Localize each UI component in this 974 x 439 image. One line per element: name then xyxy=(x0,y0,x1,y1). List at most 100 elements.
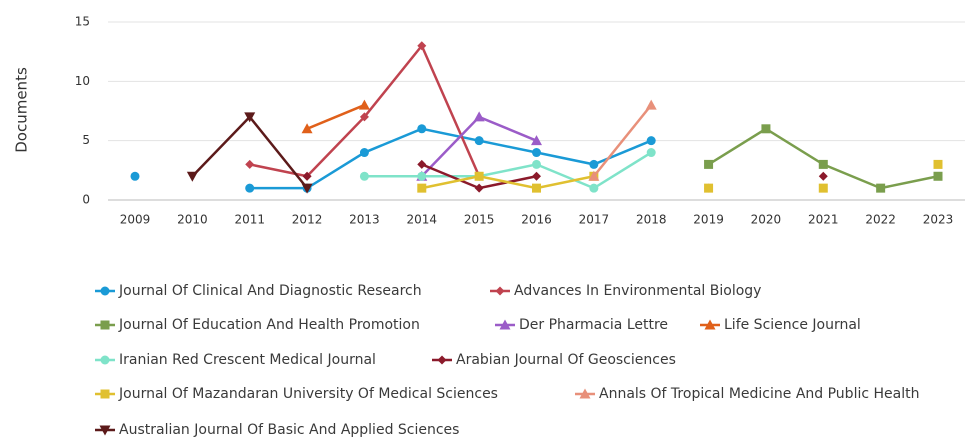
point xyxy=(437,355,447,365)
point xyxy=(933,159,943,169)
point xyxy=(473,111,485,122)
point xyxy=(818,183,828,193)
legend-label: Iranian Red Crescent Medical Journal xyxy=(119,352,376,368)
point xyxy=(474,183,484,193)
point xyxy=(186,171,198,182)
legend-label: Australian Journal Of Basic And Applied … xyxy=(119,422,459,438)
x-tick-label: 2016 xyxy=(521,213,552,227)
legend-item: Annals Of Tropical Medicine And Public H… xyxy=(575,386,919,402)
series xyxy=(359,148,656,193)
series xyxy=(245,41,484,181)
y-tick-label: 0 xyxy=(82,193,90,207)
legend-label: Journal Of Mazandaran University Of Medi… xyxy=(118,386,498,402)
legend-item: Journal Of Education And Health Promotio… xyxy=(95,317,420,333)
point xyxy=(302,171,312,181)
legend-item: Journal Of Clinical And Diagnostic Resea… xyxy=(95,283,422,299)
point xyxy=(474,171,484,181)
series xyxy=(417,159,943,193)
legend-item: Australian Journal Of Basic And Applied … xyxy=(95,422,459,438)
point xyxy=(245,183,255,193)
point xyxy=(588,170,600,181)
legend-label: Journal Of Education And Health Promotio… xyxy=(118,317,420,333)
series-line xyxy=(421,174,595,190)
y-tick-label: 10 xyxy=(75,74,90,88)
series-line xyxy=(592,104,653,178)
point xyxy=(646,148,656,158)
series xyxy=(130,124,656,193)
x-tick-label: 2013 xyxy=(349,213,380,227)
point xyxy=(245,159,255,169)
point xyxy=(933,171,943,181)
point xyxy=(646,136,656,146)
point xyxy=(704,319,716,330)
legend-item: Life Science Journal xyxy=(700,317,861,333)
series xyxy=(186,112,313,194)
legend-label: Arabian Journal Of Geosciences xyxy=(456,352,676,368)
x-tick-label: 2014 xyxy=(407,213,438,227)
point xyxy=(417,171,427,181)
point xyxy=(417,159,427,169)
point xyxy=(818,171,828,181)
point xyxy=(359,171,369,181)
point xyxy=(495,286,505,296)
point xyxy=(301,123,313,134)
legend-label: Advances In Environmental Biology xyxy=(514,283,761,299)
point xyxy=(417,124,427,134)
point xyxy=(130,171,140,181)
point xyxy=(589,159,599,169)
point xyxy=(532,171,541,181)
point xyxy=(474,136,484,146)
x-tick-label: 2015 xyxy=(464,213,495,227)
point xyxy=(532,148,541,158)
series xyxy=(704,124,943,193)
point xyxy=(876,183,886,193)
legend-item: Iranian Red Crescent Medical Journal xyxy=(95,352,376,368)
point xyxy=(589,183,599,193)
legend-item: Advances In Environmental Biology xyxy=(490,283,761,299)
series-line xyxy=(191,115,309,189)
point xyxy=(100,389,110,399)
legend-label: Der Pharmacia Lettre xyxy=(519,317,668,333)
y-tick-label: 15 xyxy=(75,15,90,29)
x-tick-label: 2009 xyxy=(120,213,151,227)
legend-item: Journal Of Mazandaran University Of Medi… xyxy=(95,386,498,402)
point xyxy=(99,425,111,436)
point xyxy=(417,183,427,193)
point xyxy=(359,112,369,122)
point xyxy=(645,99,657,110)
point xyxy=(100,286,110,296)
x-tick-label: 2021 xyxy=(808,213,839,227)
series-line xyxy=(364,151,652,190)
point xyxy=(499,319,511,330)
x-tick-label: 2020 xyxy=(751,213,782,227)
series xyxy=(301,99,370,134)
point xyxy=(532,183,541,193)
point xyxy=(359,148,369,158)
point xyxy=(761,124,771,134)
x-tick-label: 2023 xyxy=(923,213,954,227)
series xyxy=(588,99,657,181)
point xyxy=(100,355,110,365)
point xyxy=(818,159,828,169)
legend-item: Arabian Journal Of Geosciences xyxy=(432,352,676,368)
point xyxy=(704,183,714,193)
point xyxy=(358,99,370,110)
point xyxy=(100,320,110,330)
x-tick-label: 2017 xyxy=(579,213,610,227)
legend-item: Der Pharmacia Lettre xyxy=(495,317,668,333)
legend-label: Life Science Journal xyxy=(724,317,861,333)
series-line xyxy=(249,127,652,190)
y-tick-label: 5 xyxy=(82,133,90,147)
legend-label: Journal Of Clinical And Diagnostic Resea… xyxy=(118,283,422,299)
point xyxy=(301,183,313,194)
point xyxy=(244,112,256,123)
x-tick-label: 2011 xyxy=(234,213,265,227)
y-axis-label: Documents xyxy=(13,67,31,153)
point xyxy=(417,41,427,51)
x-tick-label: 2010 xyxy=(177,213,208,227)
point xyxy=(532,159,541,169)
x-tick-label: 2012 xyxy=(292,213,323,227)
x-tick-label: 2019 xyxy=(693,213,724,227)
point xyxy=(531,135,542,146)
